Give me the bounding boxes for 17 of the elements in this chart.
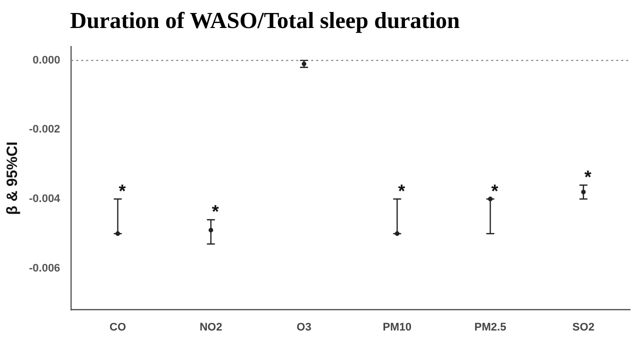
x-tick-label: NO2 <box>200 321 222 334</box>
y-axis-title: β & 95%CI <box>4 142 22 215</box>
y-tick-label: -0.006 <box>28 262 60 274</box>
y-tick-label: -0.004 <box>28 193 62 206</box>
x-tick-label: SO2 <box>572 321 594 334</box>
annotation: * <box>118 180 126 201</box>
x-tick-label: CO <box>110 321 126 334</box>
x-tick-label: PM2.5 <box>474 321 506 334</box>
annotation: * <box>212 202 219 222</box>
annotation: * <box>584 167 592 188</box>
annotation: * <box>398 180 406 201</box>
chart-title: Duration of WASO/Total sleep duration <box>70 8 460 34</box>
y-tick-label: 0.000 <box>32 54 60 66</box>
y-tick-label: -0.002 <box>28 124 60 136</box>
x-tick-label: O3 <box>296 321 312 334</box>
annotation: * <box>491 180 498 201</box>
x-tick-label: PM10 <box>382 321 412 334</box>
